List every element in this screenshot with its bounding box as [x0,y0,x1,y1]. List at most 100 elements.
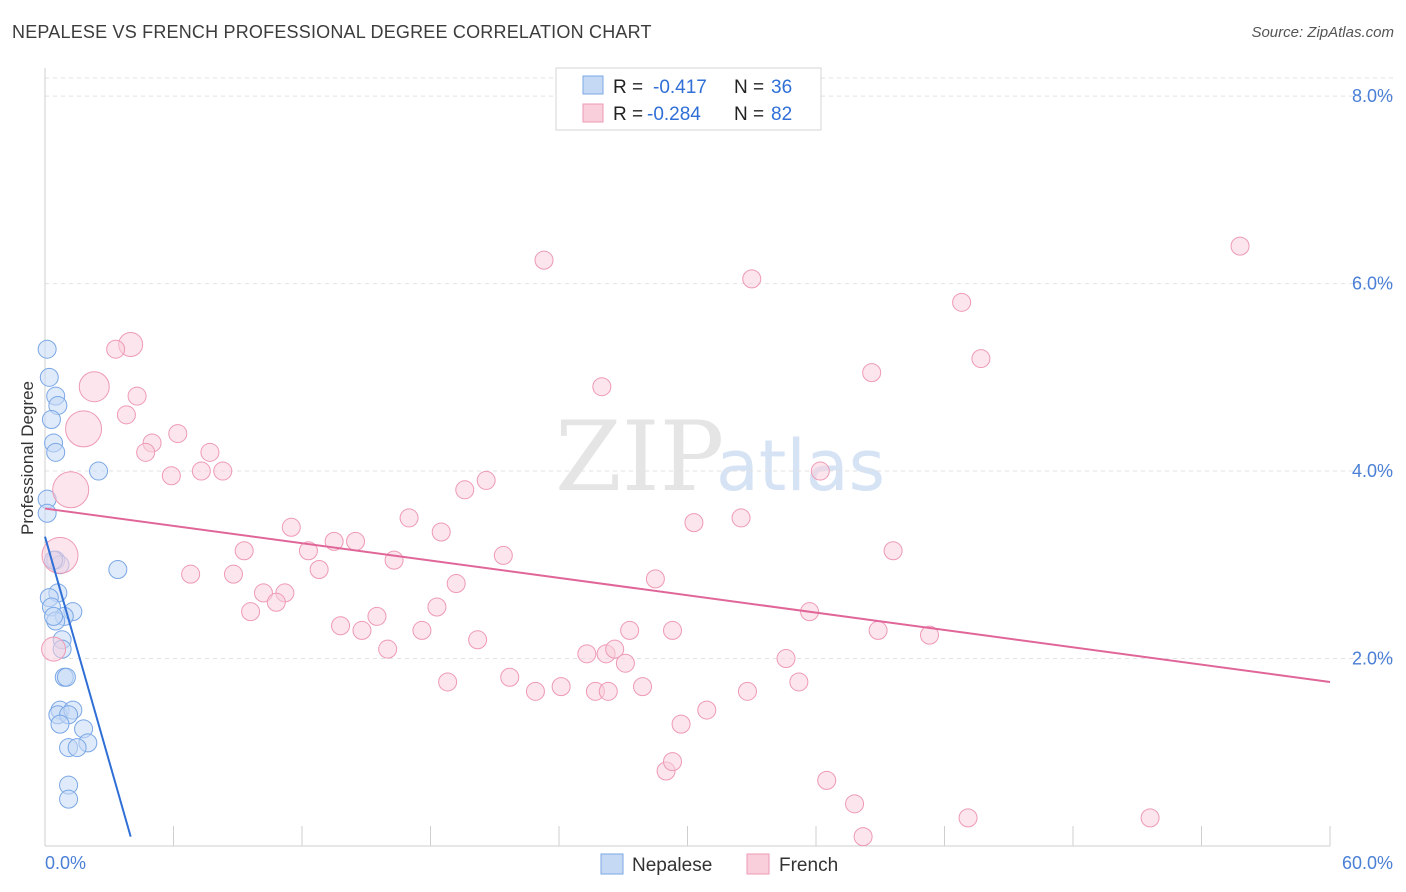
data-point-french [477,471,495,489]
data-point-french [447,575,465,593]
data-point-french [846,795,864,813]
data-point-french [128,387,146,405]
data-point-french [368,607,386,625]
series-legend-swatch-nepalese [601,854,623,874]
data-point-french [494,546,512,564]
watermark-atlas: atlas [716,425,885,507]
series-legend-swatch-french [747,854,769,874]
data-point-french [169,425,187,443]
data-point-french [379,640,397,658]
x-tick-label-min: 0.0% [45,853,86,873]
data-point-french [347,532,365,550]
data-point-nepalese [51,715,69,733]
data-point-french [432,523,450,541]
data-point-french [738,682,756,700]
data-point-nepalese [42,411,60,429]
data-point-nepalese [40,368,58,386]
correlation-legend: R = -0.417 N = 36 R = -0.284 N = 82 [556,68,821,130]
data-point-french [182,565,200,583]
y-tick-label: 4.0% [1352,461,1393,481]
data-point-french [790,673,808,691]
series-legend-label-nepalese: Nepalese [632,855,712,876]
data-point-french [811,462,829,480]
data-point-french [439,673,457,691]
data-point-nepalese [47,443,65,461]
legend-swatch-nepalese [583,76,603,94]
data-point-french [672,715,690,733]
data-point-french [224,565,242,583]
data-point-french [192,462,210,480]
data-point-french [353,621,371,639]
data-point-nepalese [45,607,63,625]
data-point-french [732,509,750,527]
data-point-french [428,598,446,616]
data-point-french [66,411,102,447]
legend-n-value-french: 82 [771,104,792,125]
data-point-french [137,443,155,461]
data-point-nepalese [90,462,108,480]
data-point-french [1141,809,1159,827]
data-point-french [413,621,431,639]
data-point-french [526,682,544,700]
trend-lines [45,509,1330,837]
data-point-nepalese [38,504,56,522]
data-point-french [201,443,219,461]
data-point-french [242,603,260,621]
data-point-french [162,467,180,485]
data-point-french [599,682,617,700]
data-point-french [854,828,872,846]
watermark-zip: ZIP [555,401,724,513]
x-axis-ticks [174,826,1331,846]
data-point-french [117,406,135,424]
data-point-french [698,701,716,719]
data-point-french [818,771,836,789]
data-point-french [884,542,902,560]
series-legend: Nepalese French [601,854,838,876]
data-point-nepalese [68,739,86,757]
x-tick-label-max: 60.0% [1342,853,1393,873]
data-point-french [214,462,232,480]
data-point-french [616,654,634,672]
legend-r-label-french: R = [613,104,643,125]
data-point-french [863,364,881,382]
series-legend-label-french: French [779,855,838,876]
chart-canvas: ZIP atlas 2.0%4.0%6.0%8.0% 0.0% 60.0% Pr… [0,0,1406,892]
data-point-french [552,678,570,696]
data-point-french [267,593,285,611]
data-point-french [593,378,611,396]
data-point-french [535,251,553,269]
series-french [42,237,1249,846]
trend-line-nepalese [45,537,131,837]
trend-line-french [45,509,1330,682]
legend-r-label-nepalese: R = [613,77,643,98]
legend-swatch-french [583,104,603,122]
data-point-nepalese [60,790,78,808]
data-point-french [235,542,253,560]
y-tick-labels: 2.0%4.0%6.0%8.0% [1352,86,1393,668]
series-nepalese [38,340,127,808]
data-point-nepalese [38,340,56,358]
legend-n-value-nepalese: 36 [771,77,792,98]
data-point-french [777,650,795,668]
data-point-nepalese [57,668,75,686]
data-point-french [1231,237,1249,255]
legend-n-label-french: N = [734,104,764,125]
gridlines [45,78,1393,659]
data-point-french [400,509,418,527]
data-point-french [282,518,300,536]
data-point-french [664,753,682,771]
data-point-french [42,637,66,661]
data-point-french [646,570,664,588]
data-point-french [972,350,990,368]
data-point-nepalese [109,560,127,578]
data-point-french [664,621,682,639]
data-point-french [310,560,328,578]
data-point-french [332,617,350,635]
scatter-points [38,237,1249,846]
y-axis-label: Professional Degree [18,381,37,535]
legend-r-value-french: -0.284 [647,104,701,125]
data-point-french [685,514,703,532]
data-point-french [107,340,125,358]
watermark: ZIP atlas [555,401,885,513]
data-point-french [456,481,474,499]
